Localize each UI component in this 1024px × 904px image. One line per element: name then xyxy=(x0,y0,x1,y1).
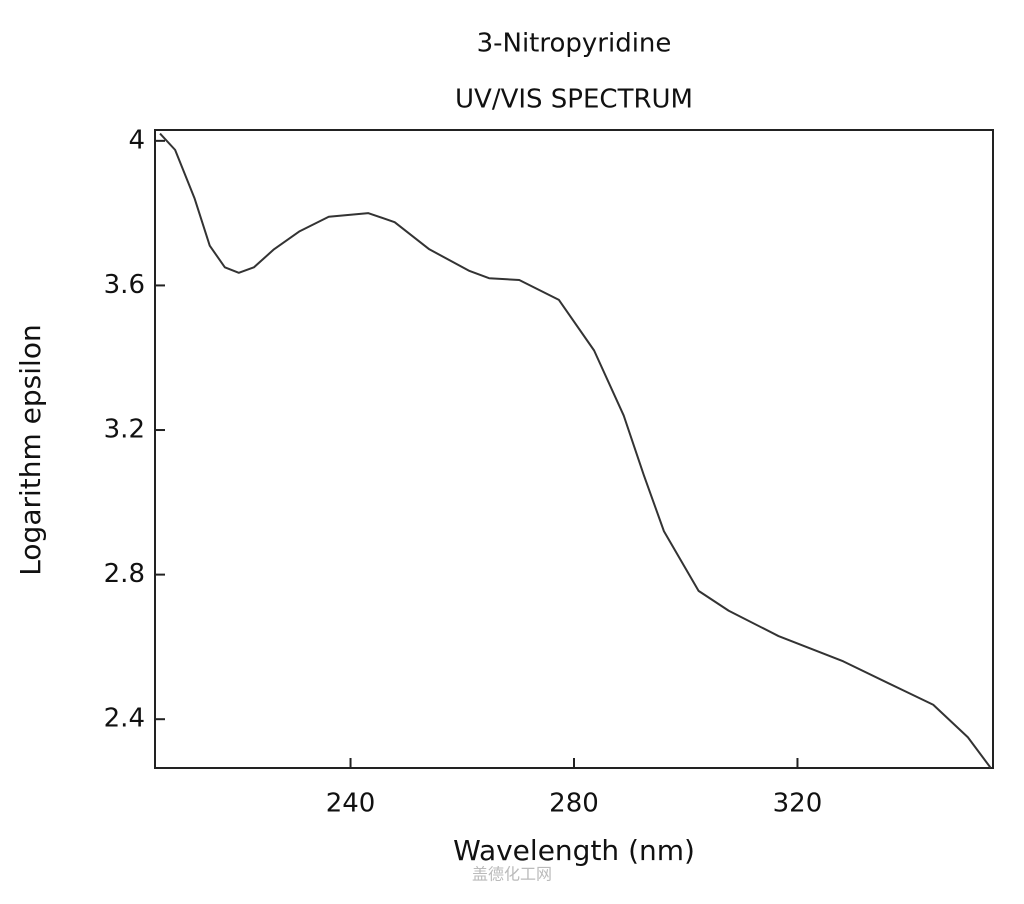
spectrum-line xyxy=(159,132,992,769)
y-axis-label: Logarithm epsilon xyxy=(14,324,47,575)
chart-subtitle: UV/VIS SPECTRUM xyxy=(455,85,693,115)
x-axis-label: Wavelength (nm) xyxy=(453,834,695,867)
chart-title: 3-Nitropyridine xyxy=(477,29,672,59)
x-tick-label: 320 xyxy=(773,789,823,819)
y-tick-label: 3.6 xyxy=(104,270,145,300)
watermark: 盖德化工网 xyxy=(472,865,552,884)
y-tick-label: 4 xyxy=(128,125,145,155)
x-tick-label: 280 xyxy=(549,789,599,819)
x-tick-label: 240 xyxy=(326,789,376,819)
y-tick-label: 2.8 xyxy=(104,559,145,589)
y-tick-label: 3.2 xyxy=(104,415,145,445)
y-tick-label: 2.4 xyxy=(104,704,145,734)
